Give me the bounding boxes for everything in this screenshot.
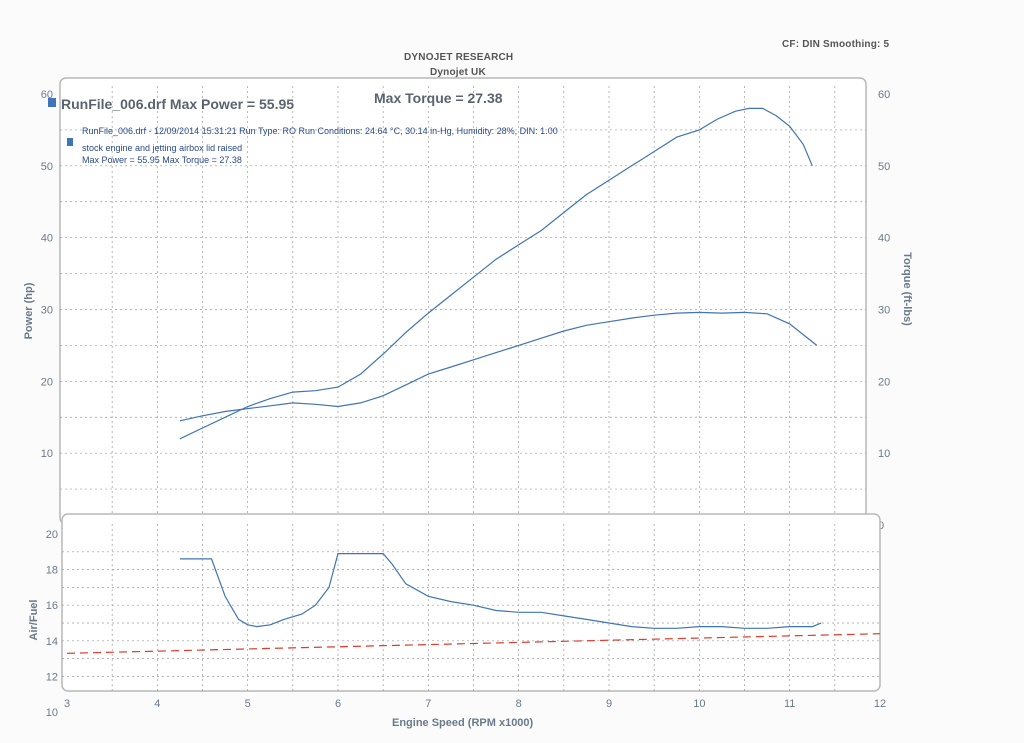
airfuel-tick-label: 16 — [46, 600, 58, 612]
run-legend-line1: RunFile_006.drf - 12/09/2014 15:31:21 Ru… — [82, 126, 558, 136]
power-tick-label: 50 — [41, 161, 53, 173]
torque-tick-label: 0 — [878, 520, 884, 532]
run-legend-line2: stock engine and jetting airbox lid rais… — [82, 143, 242, 153]
airfuel-tick-label: 12 — [46, 671, 58, 683]
airfuel-tick-label: 18 — [46, 565, 58, 577]
company-subtitle: Dynojet UK — [430, 67, 486, 78]
power-tick-label: 30 — [41, 305, 53, 317]
airfuel-target-line — [66, 633, 881, 654]
rpm-tick-label: 6 — [335, 698, 341, 710]
company-name: DYNOJET RESEARCH — [404, 52, 514, 63]
airfuel-tick-label: 10 — [46, 707, 58, 719]
rpm-tick-label: 11 — [784, 698, 795, 710]
rpm-axis-title: Engine Speed (RPM x1000) — [392, 717, 534, 729]
airfuel-curve — [179, 553, 822, 629]
rpm-tick-label: 10 — [693, 698, 705, 710]
correction-settings: CF: DIN Smoothing: 5 — [782, 39, 890, 50]
airfuel-axis-title: Air/Fuel — [28, 599, 40, 641]
torque-tick-label: 40 — [878, 233, 890, 245]
torque-tick-label: 10 — [878, 448, 890, 460]
max-torque-title: Max Torque = 27.38 — [374, 90, 503, 106]
torque-curve — [179, 311, 818, 422]
torque-tick-label: 60 — [878, 89, 890, 101]
torque-tick-label: 20 — [878, 376, 890, 388]
rpm-tick-label: 5 — [245, 698, 251, 710]
torque-axis-title: Torque (ft-lbs) — [901, 252, 913, 326]
rpm-tick-label: 7 — [425, 698, 431, 710]
run-legend-swatch-large — [48, 98, 56, 107]
power-curve — [179, 107, 813, 440]
torque-tick-label: 30 — [878, 305, 890, 317]
power-tick-label: 40 — [41, 233, 53, 245]
run-legend-line3: Max Power = 55.95 Max Torque = 27.38 — [82, 155, 242, 165]
run-legend-swatch — [67, 138, 73, 146]
power-tick-label: 20 — [41, 376, 53, 388]
airfuel-chart-frame — [61, 513, 881, 692]
rpm-tick-label: 9 — [606, 698, 612, 710]
airfuel-tick-label: 14 — [46, 636, 58, 648]
airfuel-tick-label: 20 — [46, 529, 58, 541]
rpm-tick-label: 4 — [154, 698, 160, 710]
rpm-tick-label: 3 — [64, 698, 70, 710]
power-axis-title: Power (hp) — [23, 282, 35, 340]
rpm-tick-label: 8 — [516, 698, 522, 710]
max-power-title: RunFile_006.drf Max Power = 55.95 — [61, 96, 294, 112]
rpm-tick-label: 12 — [874, 698, 886, 710]
torque-tick-label: 50 — [878, 161, 890, 173]
power-tick-label: 10 — [41, 448, 53, 460]
